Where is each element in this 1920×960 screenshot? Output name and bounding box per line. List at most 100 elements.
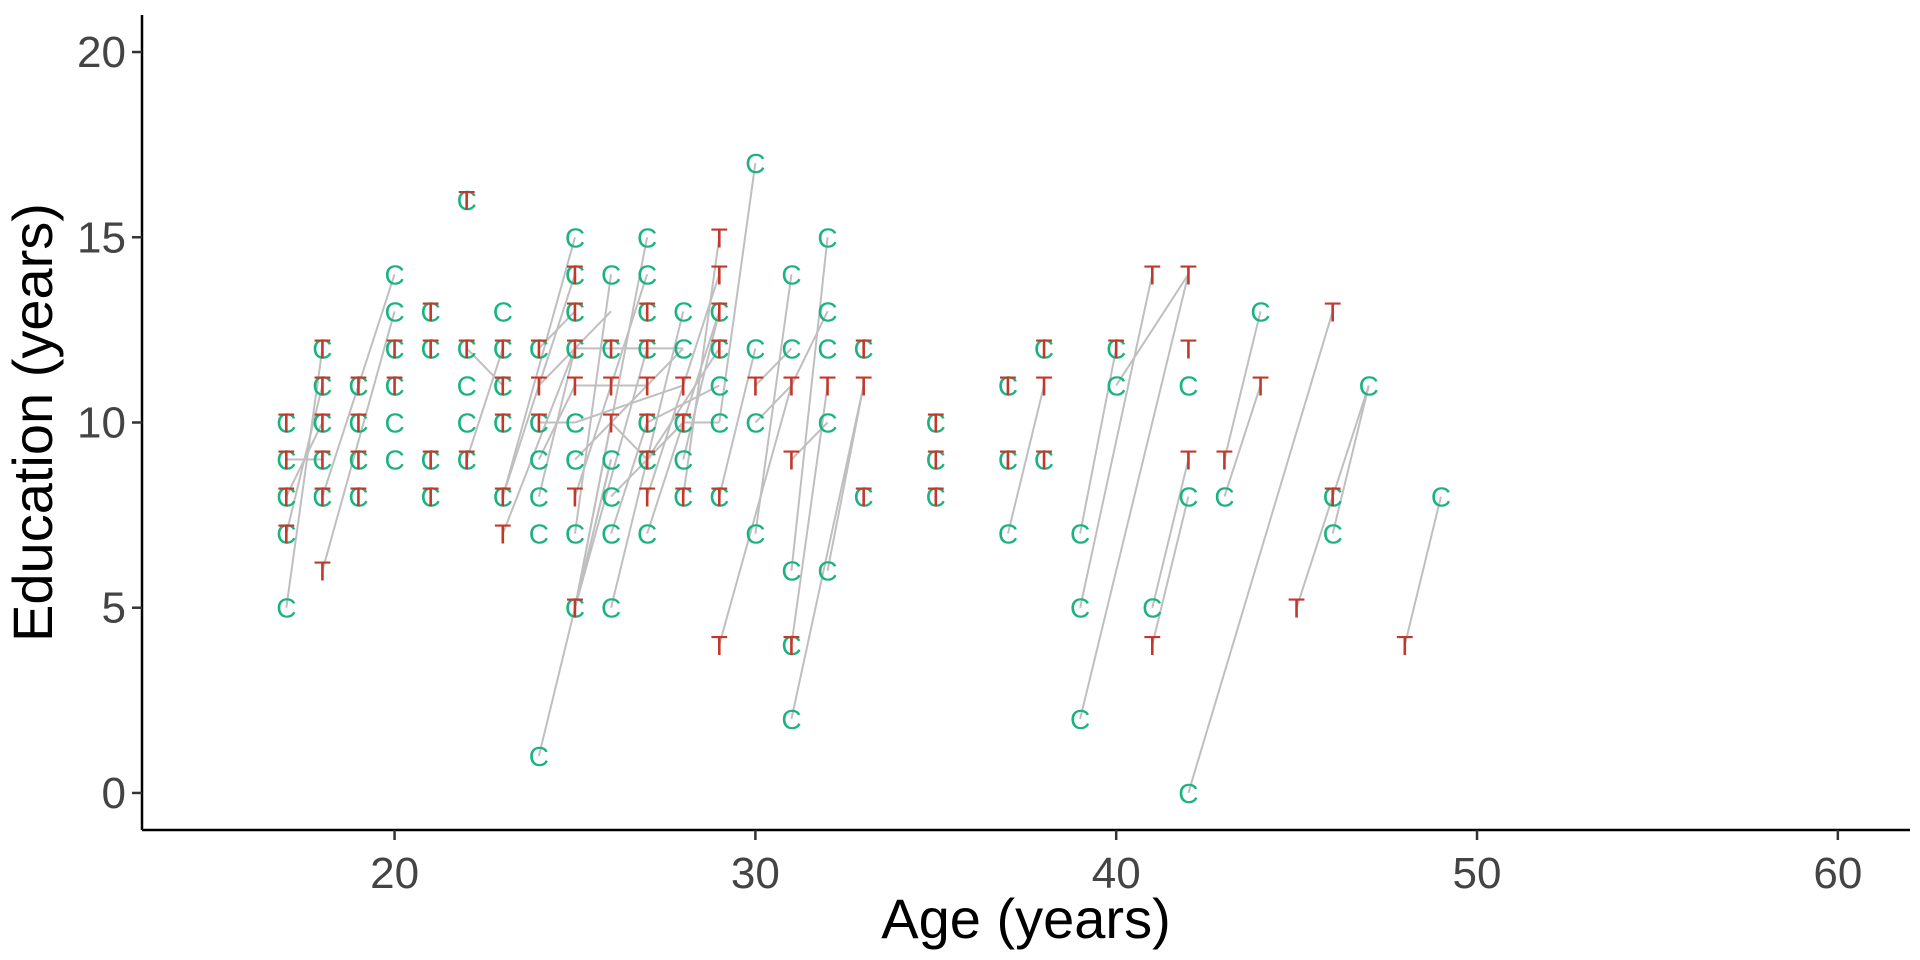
point-c: C: [637, 222, 657, 253]
point-c: C: [673, 482, 693, 513]
point-t: T: [386, 333, 403, 364]
connector-line: [682, 237, 721, 497]
point-c: C: [637, 296, 657, 327]
point-t: T: [927, 408, 944, 439]
point-t: T: [1180, 333, 1197, 364]
point-t: T: [314, 482, 331, 513]
point-t: T: [711, 259, 728, 290]
connector-line: [718, 163, 757, 423]
point-t: T: [675, 482, 692, 513]
point-t: T: [639, 445, 656, 476]
point-c: C: [457, 408, 477, 439]
point-c: C: [312, 482, 332, 513]
point-t: T: [675, 408, 692, 439]
point-c: C: [601, 482, 621, 513]
point-c: C: [817, 296, 837, 327]
connector-line: [501, 237, 576, 497]
point-c: C: [1106, 333, 1126, 364]
connector-line: [790, 421, 829, 461]
connector-line: [1151, 459, 1190, 608]
point-t: T: [314, 370, 331, 401]
point-c: C: [601, 333, 621, 364]
x-tick-label: 20: [370, 849, 419, 898]
connector-line: [538, 310, 576, 350]
point-c: C: [493, 333, 513, 364]
point-c: C: [1359, 370, 1379, 401]
point-c: C: [493, 408, 513, 439]
point-c: C: [637, 445, 657, 476]
point-t: T: [1396, 630, 1413, 661]
point-c: C: [709, 370, 729, 401]
point-c: C: [709, 482, 729, 513]
point-c: C: [1070, 519, 1090, 550]
connector-line: [826, 385, 865, 571]
point-c: C: [601, 259, 621, 290]
point-t: T: [1035, 445, 1052, 476]
point-t: T: [999, 445, 1016, 476]
point-t: T: [783, 630, 800, 661]
connector-line: [754, 384, 793, 424]
point-t: T: [711, 296, 728, 327]
y-tick-label: 0: [102, 769, 126, 818]
point-c: C: [637, 259, 657, 290]
point-t: T: [1252, 370, 1269, 401]
point-t: T: [278, 445, 295, 476]
y-tick-label: 15: [77, 213, 126, 262]
point-c: C: [493, 370, 513, 401]
data-points: CCCCCCCCCCCCCCCCCCCCCCCCCCCCCCCCCCCCCCCC…: [276, 148, 1451, 809]
point-c: C: [457, 185, 477, 216]
point-c: C: [601, 593, 621, 624]
point-t: T: [422, 296, 439, 327]
point-c: C: [998, 519, 1018, 550]
point-t: T: [494, 519, 511, 550]
point-c: C: [998, 445, 1018, 476]
point-t: T: [711, 482, 728, 513]
point-t: T: [530, 370, 547, 401]
point-c: C: [854, 482, 874, 513]
point-t: T: [494, 333, 511, 364]
point-c: C: [1250, 296, 1270, 327]
point-t: T: [639, 370, 656, 401]
connector-line: [1151, 496, 1190, 646]
point-t: T: [1324, 296, 1341, 327]
point-c: C: [421, 333, 441, 364]
point-c: C: [529, 445, 549, 476]
point-t: T: [855, 370, 872, 401]
connector-line: [573, 274, 613, 534]
connector-line: [1115, 273, 1190, 386]
point-c: C: [276, 519, 296, 550]
connector-line: [465, 348, 504, 460]
point-c: C: [384, 296, 404, 327]
point-t: T: [314, 445, 331, 476]
point-t: T: [675, 370, 692, 401]
point-t: T: [783, 445, 800, 476]
point-c: C: [493, 482, 513, 513]
point-c: C: [637, 333, 657, 364]
point-c: C: [421, 482, 441, 513]
point-t: T: [927, 445, 944, 476]
connector-line: [1187, 311, 1334, 794]
point-c: C: [781, 259, 801, 290]
point-t: T: [927, 482, 944, 513]
x-tick-label: 50: [1453, 849, 1502, 898]
point-t: T: [1144, 259, 1161, 290]
x-tick-label: 30: [731, 849, 780, 898]
y-tick-label: 5: [102, 584, 126, 633]
point-c: C: [529, 741, 549, 772]
point-c: C: [745, 408, 765, 439]
point-c: C: [348, 370, 368, 401]
point-c: C: [781, 333, 801, 364]
point-c: C: [276, 445, 296, 476]
point-c: C: [1070, 704, 1090, 735]
connector-line: [790, 237, 829, 571]
point-t: T: [494, 482, 511, 513]
point-c: C: [565, 593, 585, 624]
point-c: C: [312, 370, 332, 401]
y-axis-ticks: 0 5 10 15 20: [77, 28, 142, 818]
point-c: C: [1178, 370, 1198, 401]
connector-line: [1079, 274, 1190, 720]
point-c: C: [1214, 482, 1234, 513]
point-t: T: [422, 445, 439, 476]
point-t: T: [458, 445, 475, 476]
